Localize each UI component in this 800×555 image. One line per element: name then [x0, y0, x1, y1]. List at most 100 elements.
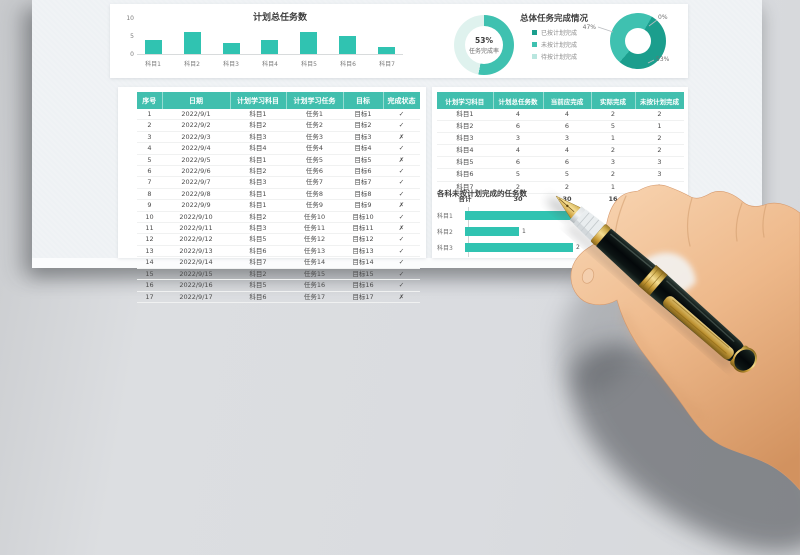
plan-table-cell[interactable]: 科目1 [230, 199, 286, 212]
plan-table-cell[interactable]: 目标15 [343, 268, 383, 281]
summary-table-header-cell[interactable]: 实际完成 [591, 92, 636, 109]
plan-table-cell[interactable]: ✓ [383, 211, 420, 224]
plan-table-cell[interactable]: 任务16 [286, 279, 343, 292]
plan-table-cell[interactable]: 科目1 [230, 154, 286, 167]
plan-table-header-cell[interactable]: 日期 [162, 92, 231, 109]
summary-table-cell[interactable]: 5 [591, 120, 635, 134]
plan-table-cell[interactable]: 10 [137, 211, 162, 224]
summary-table-cell[interactable]: 3 [591, 156, 635, 170]
plan-table-cell[interactable]: 科目2 [230, 165, 286, 178]
summary-table-cell[interactable]: 2 [591, 168, 635, 182]
plan-table-cell[interactable]: 9 [137, 199, 162, 212]
plan-table-cell[interactable]: 任务3 [286, 131, 343, 144]
plan-table-cell[interactable]: 2022/9/4 [162, 142, 230, 155]
summary-table-cell[interactable]: 5 [493, 168, 543, 182]
summary-table-cell[interactable]: 3 [493, 132, 543, 146]
plan-table-cell[interactable]: 任务4 [286, 142, 343, 155]
plan-table-cell[interactable]: 目标10 [343, 211, 383, 224]
summary-table-header-cell[interactable]: 当前应完成 [543, 92, 592, 109]
summary-table-cell[interactable]: 科目6 [437, 168, 493, 182]
plan-table-cell[interactable]: 任务13 [286, 245, 343, 258]
summary-table-cell[interactable]: 1 [635, 181, 684, 194]
plan-table-cell[interactable]: ✗ [383, 222, 420, 235]
plan-table-cell[interactable]: 5 [137, 154, 162, 167]
plan-table-cell[interactable]: 14 [137, 256, 162, 269]
summary-table-cell[interactable]: 科目2 [437, 120, 493, 134]
plan-table-cell[interactable]: 任务9 [286, 199, 343, 212]
plan-table-cell[interactable]: 13 [137, 245, 162, 258]
plan-table-cell[interactable]: 目标13 [343, 245, 383, 258]
summary-table-cell[interactable]: 4 [543, 144, 591, 158]
plan-table-cell[interactable]: 2022/9/9 [162, 199, 230, 212]
plan-table-cell[interactable]: 科目2 [230, 268, 286, 281]
plan-table-cell[interactable]: 任务7 [286, 176, 343, 189]
summary-table-cell[interactable]: 3 [543, 132, 591, 146]
summary-table-total-cell[interactable]: 14 [635, 192, 684, 205]
plan-table-cell[interactable]: 6 [137, 165, 162, 178]
plan-table-cell[interactable]: 2022/9/6 [162, 165, 230, 178]
plan-table-header-cell[interactable]: 目标 [343, 92, 384, 109]
plan-table-cell[interactable]: 目标6 [343, 165, 383, 178]
summary-table-cell[interactable]: 2 [493, 181, 543, 194]
summary-table-cell[interactable]: 1 [591, 132, 635, 146]
plan-table-cell[interactable]: ✓ [383, 165, 420, 178]
summary-table-cell[interactable]: 6 [543, 156, 591, 170]
plan-table-cell[interactable]: 任务17 [286, 291, 343, 303]
plan-table-header-cell[interactable]: 完成状态 [383, 92, 421, 109]
plan-table-cell[interactable]: 科目4 [230, 142, 286, 155]
plan-table-cell[interactable]: 2022/9/13 [162, 245, 230, 258]
plan-table-cell[interactable]: ✓ [383, 233, 420, 246]
summary-table-total-cell[interactable]: 16 [591, 192, 635, 205]
plan-table-header-cell[interactable]: 计划学习科目 [230, 92, 287, 109]
summary-table-cell[interactable]: 1 [591, 181, 635, 194]
plan-table-cell[interactable]: 科目3 [230, 176, 286, 189]
plan-table-cell[interactable]: ✓ [383, 176, 420, 189]
plan-table-cell[interactable]: 目标1 [343, 109, 383, 121]
summary-table-header-cell[interactable]: 计划总任务数 [493, 92, 544, 109]
plan-table-cell[interactable]: 科目3 [230, 131, 286, 144]
plan-table-cell[interactable]: ✓ [383, 245, 420, 258]
summary-table-cell[interactable]: 1 [635, 120, 684, 134]
plan-table-cell[interactable]: 目标11 [343, 222, 383, 235]
plan-table-cell[interactable]: 目标14 [343, 256, 383, 269]
plan-table-cell[interactable]: 任务5 [286, 154, 343, 167]
plan-table-cell[interactable]: 科目6 [230, 291, 286, 303]
plan-table-cell[interactable]: 任务11 [286, 222, 343, 235]
summary-table-cell[interactable]: 5 [543, 168, 591, 182]
plan-table-cell[interactable]: 目标9 [343, 199, 383, 212]
plan-table-cell[interactable]: 任务6 [286, 165, 343, 178]
plan-table-cell[interactable]: 目标4 [343, 142, 383, 155]
plan-table-cell[interactable]: 科目2 [230, 119, 286, 132]
plan-table-cell[interactable]: 科目5 [230, 233, 286, 246]
plan-table-cell[interactable]: ✓ [383, 142, 420, 155]
plan-table-cell[interactable]: ✗ [383, 199, 420, 212]
plan-table-cell[interactable]: 3 [137, 131, 162, 144]
plan-table-cell[interactable]: 1 [137, 109, 162, 121]
plan-table-cell[interactable]: 4 [137, 142, 162, 155]
plan-table-header-cell[interactable]: 序号 [137, 92, 163, 109]
plan-table-cell[interactable]: ✓ [383, 109, 420, 121]
plan-table-cell[interactable]: ✗ [383, 291, 420, 303]
summary-table-cell[interactable]: 2 [635, 144, 684, 158]
plan-table-cell[interactable]: 目标2 [343, 119, 383, 132]
summary-table-total-cell[interactable]: 合计 [437, 192, 493, 205]
summary-table-header-cell[interactable]: 计划学习科目 [437, 92, 494, 109]
plan-table-cell[interactable]: 目标8 [343, 188, 383, 201]
plan-table-cell[interactable]: 目标5 [343, 154, 383, 167]
plan-table-cell[interactable]: 15 [137, 268, 162, 281]
summary-table-cell[interactable]: 3 [635, 168, 684, 182]
summary-table-cell[interactable]: 科目1 [437, 109, 493, 122]
summary-table-cell[interactable]: 4 [543, 109, 591, 122]
plan-table-cell[interactable]: ✓ [383, 256, 420, 269]
plan-table-cell[interactable]: 科目3 [230, 222, 286, 235]
plan-table-cell[interactable]: 11 [137, 222, 162, 235]
summary-table-cell[interactable]: 4 [493, 109, 543, 122]
plan-table-cell[interactable]: 目标12 [343, 233, 383, 246]
plan-table-cell[interactable]: 科目6 [230, 245, 286, 258]
plan-table-cell[interactable]: 任务10 [286, 211, 343, 224]
summary-table-cell[interactable]: 6 [493, 156, 543, 170]
plan-table-cell[interactable]: 2 [137, 119, 162, 132]
plan-table-cell[interactable]: 2022/9/10 [162, 211, 230, 224]
plan-table-cell[interactable]: 2022/9/14 [162, 256, 230, 269]
plan-table-cell[interactable]: ✓ [383, 279, 420, 292]
